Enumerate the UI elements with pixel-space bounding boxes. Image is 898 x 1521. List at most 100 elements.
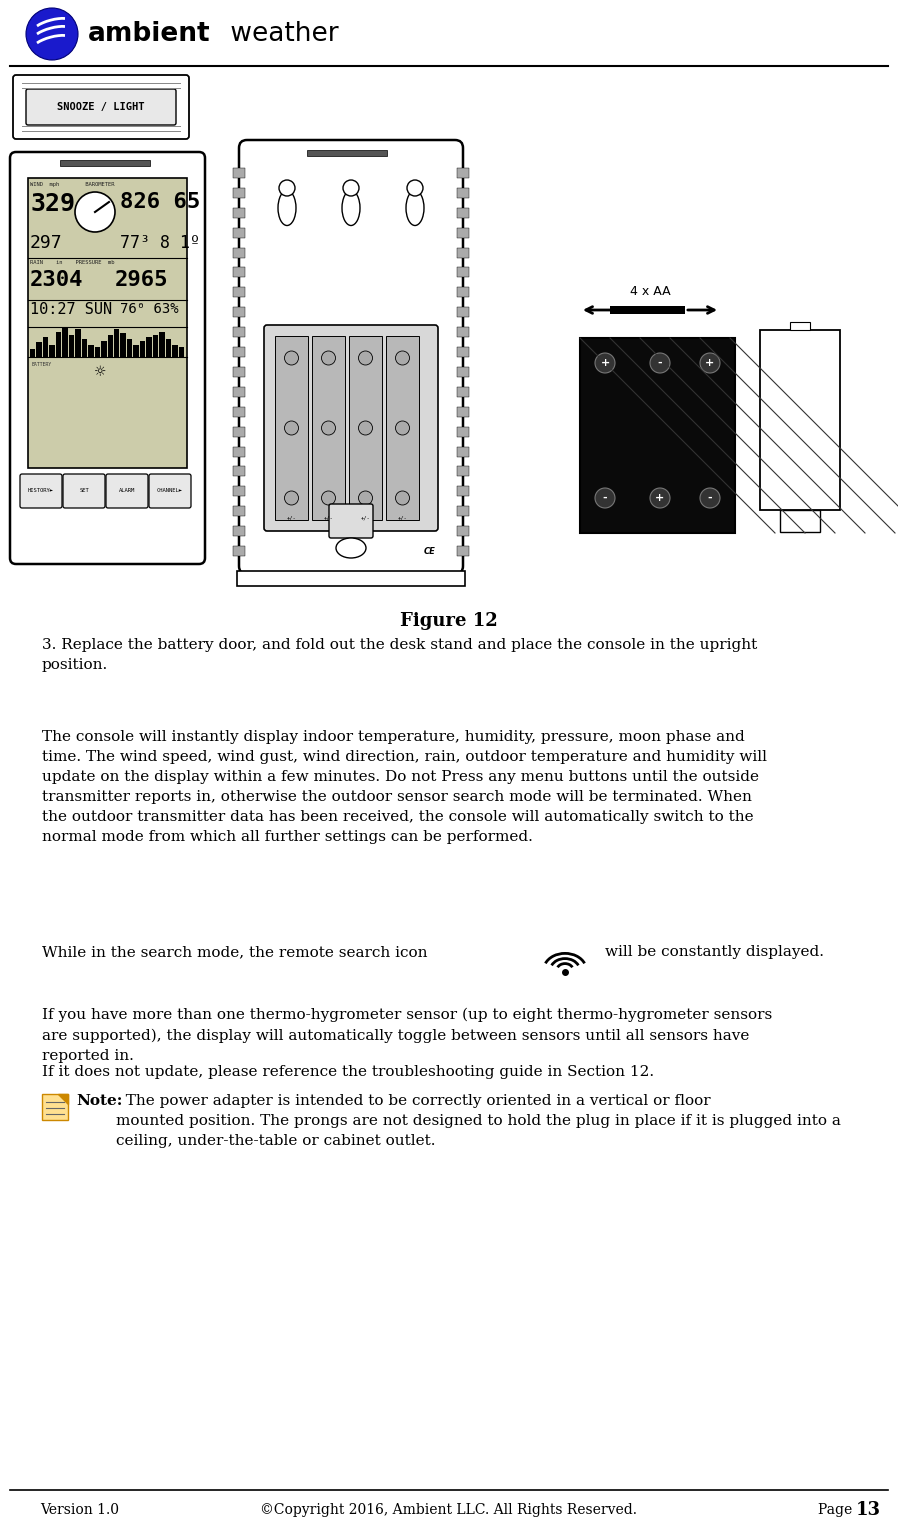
Bar xyxy=(457,327,469,338)
Bar xyxy=(233,287,245,298)
Circle shape xyxy=(407,179,423,196)
Bar xyxy=(94,347,100,357)
Text: -: - xyxy=(657,357,663,368)
Bar xyxy=(457,287,469,298)
Circle shape xyxy=(595,353,615,373)
Bar xyxy=(233,546,245,557)
Bar xyxy=(233,167,245,178)
Bar xyxy=(82,339,87,357)
Bar xyxy=(349,336,382,520)
Text: Version 1.0: Version 1.0 xyxy=(40,1503,119,1516)
Text: 2304: 2304 xyxy=(30,271,84,291)
Bar xyxy=(56,332,61,357)
Bar xyxy=(457,526,469,535)
Text: ©Copyright 2016, Ambient LLC. All Rights Reserved.: ©Copyright 2016, Ambient LLC. All Rights… xyxy=(260,1503,638,1516)
Bar xyxy=(457,447,469,456)
Bar xyxy=(233,208,245,218)
Bar xyxy=(165,339,172,357)
Text: +/-: +/- xyxy=(286,516,296,520)
FancyBboxPatch shape xyxy=(106,475,148,508)
Bar xyxy=(179,347,184,357)
Bar xyxy=(62,327,67,357)
FancyBboxPatch shape xyxy=(20,475,62,508)
Bar xyxy=(233,386,245,397)
Bar xyxy=(307,151,387,157)
FancyBboxPatch shape xyxy=(329,503,373,538)
Bar xyxy=(760,330,840,510)
Text: 3. Replace the battery door, and fold out the desk stand and place the console i: 3. Replace the battery door, and fold ou… xyxy=(42,637,757,672)
Ellipse shape xyxy=(406,190,424,225)
Circle shape xyxy=(321,421,336,435)
Text: If it does not update, please reference the troubleshooting guide in Section 12.: If it does not update, please reference … xyxy=(42,1065,654,1078)
Text: +/-: +/- xyxy=(361,516,370,520)
Circle shape xyxy=(321,351,336,365)
Bar xyxy=(457,506,469,516)
Bar xyxy=(101,341,107,357)
Text: 4 x AA: 4 x AA xyxy=(629,284,670,298)
Bar xyxy=(233,467,245,476)
Text: 297: 297 xyxy=(30,234,63,252)
Bar xyxy=(140,341,145,357)
Bar xyxy=(580,338,735,532)
Bar xyxy=(233,347,245,357)
Bar xyxy=(386,336,419,520)
FancyBboxPatch shape xyxy=(239,140,463,573)
FancyBboxPatch shape xyxy=(10,152,205,564)
Text: ☼: ☼ xyxy=(93,365,106,379)
Bar xyxy=(42,1094,68,1119)
Bar xyxy=(457,467,469,476)
Text: -: - xyxy=(708,493,712,503)
Bar xyxy=(457,487,469,496)
Bar xyxy=(146,338,152,357)
Bar xyxy=(233,228,245,237)
Text: 826 65: 826 65 xyxy=(120,192,200,211)
Bar xyxy=(233,248,245,257)
Bar xyxy=(233,426,245,437)
Circle shape xyxy=(343,179,359,196)
Bar xyxy=(457,546,469,557)
Text: +/-: +/- xyxy=(398,516,408,520)
Circle shape xyxy=(75,192,115,233)
Circle shape xyxy=(285,351,298,365)
FancyBboxPatch shape xyxy=(149,475,191,508)
Bar xyxy=(610,306,685,313)
Bar xyxy=(233,447,245,456)
Bar xyxy=(457,189,469,198)
FancyBboxPatch shape xyxy=(63,475,105,508)
Bar xyxy=(233,406,245,417)
Circle shape xyxy=(358,491,373,505)
Text: will be constantly displayed.: will be constantly displayed. xyxy=(605,945,824,960)
Text: HISTORY►: HISTORY► xyxy=(28,488,54,493)
Text: CHANNEL►: CHANNEL► xyxy=(157,488,183,493)
Circle shape xyxy=(700,353,720,373)
Text: If you have more than one thermo-hygrometer sensor (up to eight thermo-hygromete: If you have more than one thermo-hygrome… xyxy=(42,1008,772,1063)
Bar xyxy=(75,329,81,357)
Circle shape xyxy=(321,491,336,505)
Bar xyxy=(108,335,113,357)
Bar xyxy=(49,345,55,357)
Text: WIND  mph        BAROMETER: WIND mph BAROMETER xyxy=(30,183,115,187)
Bar xyxy=(780,510,820,532)
Text: Note:: Note: xyxy=(76,1094,122,1107)
Bar xyxy=(172,345,178,357)
Bar xyxy=(457,426,469,437)
Bar xyxy=(30,348,36,357)
Bar xyxy=(114,329,119,357)
Text: 76⁰ 63%: 76⁰ 63% xyxy=(120,303,179,316)
Bar xyxy=(457,228,469,237)
Text: While in the search mode, the remote search icon: While in the search mode, the remote sea… xyxy=(42,945,427,960)
Bar xyxy=(275,336,308,520)
Text: 13: 13 xyxy=(856,1501,881,1519)
Circle shape xyxy=(26,8,78,59)
Text: RAIN    in    PRESSURE  mb: RAIN in PRESSURE mb xyxy=(30,260,115,265)
Bar xyxy=(312,336,345,520)
Circle shape xyxy=(395,421,409,435)
Bar xyxy=(457,208,469,218)
FancyBboxPatch shape xyxy=(26,90,176,125)
Bar xyxy=(233,506,245,516)
Bar xyxy=(233,268,245,277)
Bar xyxy=(60,160,150,166)
Bar xyxy=(43,338,48,357)
Circle shape xyxy=(700,488,720,508)
Text: 2965: 2965 xyxy=(115,271,169,291)
